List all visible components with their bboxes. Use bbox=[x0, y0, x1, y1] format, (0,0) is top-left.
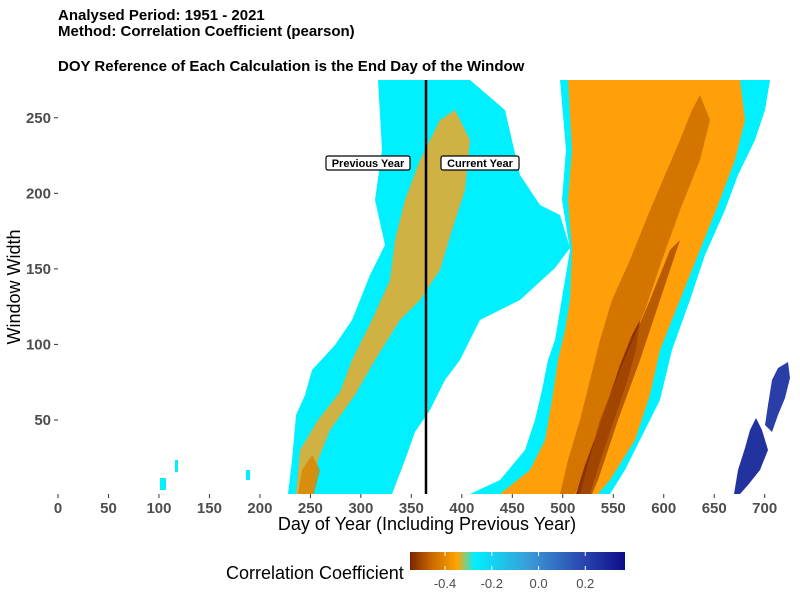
title-line-2: Method: Correlation Coefficient (pearson… bbox=[58, 23, 355, 40]
x-tick-label: 200 bbox=[247, 500, 272, 517]
x-tick-label: 300 bbox=[348, 500, 373, 517]
x-tick-label: 0 bbox=[54, 500, 62, 517]
y-tick-label: 100 bbox=[26, 336, 51, 353]
x-tick-label: 550 bbox=[601, 500, 626, 517]
current-year-brown-streak bbox=[580, 240, 680, 494]
x-axis: 0 50 100 150 200 250 300 350 400 450 500 550 600 650 7… bbox=[54, 494, 777, 517]
y-tick-label: 250 bbox=[26, 110, 51, 127]
x-tick-label: 50 bbox=[100, 500, 117, 517]
x-tick-label: 500 bbox=[550, 500, 575, 517]
x-tick-label: 700 bbox=[752, 500, 777, 517]
legend-tick-label: -0.2 bbox=[481, 576, 503, 591]
x-tick-label: 650 bbox=[702, 500, 727, 517]
legend-tick-label: 0.0 bbox=[529, 576, 547, 591]
y-tick-label: 150 bbox=[26, 261, 51, 278]
x-tick-label: 600 bbox=[651, 500, 676, 517]
x-tick-label: 400 bbox=[449, 500, 474, 517]
positive-region-upper bbox=[765, 362, 790, 432]
y-axis: 50 100 150 200 250 bbox=[26, 110, 58, 429]
previous-year-dark-streak bbox=[298, 455, 320, 494]
positive-region-lower bbox=[734, 418, 768, 494]
legend-colorbar bbox=[410, 552, 625, 570]
legend-tick-label: -0.4 bbox=[434, 576, 456, 591]
legend-tick-label: 0.2 bbox=[576, 576, 594, 591]
x-tick-label: 350 bbox=[399, 500, 424, 517]
legend: Correlation Coefficient -0.4 -0.2 0.0 0.2 bbox=[226, 552, 625, 591]
x-tick-label: 450 bbox=[500, 500, 525, 517]
svg-text:Current Year: Current Year bbox=[447, 158, 514, 170]
annotation-previous-year: Previous Year bbox=[325, 155, 411, 171]
svg-text:Previous Year: Previous Year bbox=[332, 158, 405, 170]
legend-ticks: -0.4 -0.2 0.0 0.2 bbox=[434, 552, 594, 591]
annotation-current-year: Current Year bbox=[440, 155, 520, 171]
title-line-3: DOY Reference of Each Calculation is the… bbox=[58, 58, 525, 75]
title-line-1: Analysed Period: 1951 - 2021 bbox=[58, 7, 265, 24]
current-year-dark-orange-region bbox=[560, 95, 710, 494]
legend-title: Correlation Coefficient bbox=[226, 563, 404, 583]
x-axis-title: Day of Year (Including Previous Year) bbox=[278, 514, 576, 534]
y-tick-label: 200 bbox=[26, 185, 51, 202]
previous-year-cyan-region bbox=[288, 80, 570, 494]
x-tick-label: 100 bbox=[146, 500, 171, 517]
y-axis-title: Window Width bbox=[4, 229, 24, 344]
x-tick-label: 150 bbox=[197, 500, 222, 517]
y-tick-label: 50 bbox=[34, 412, 51, 429]
x-tick-label: 250 bbox=[298, 500, 323, 517]
